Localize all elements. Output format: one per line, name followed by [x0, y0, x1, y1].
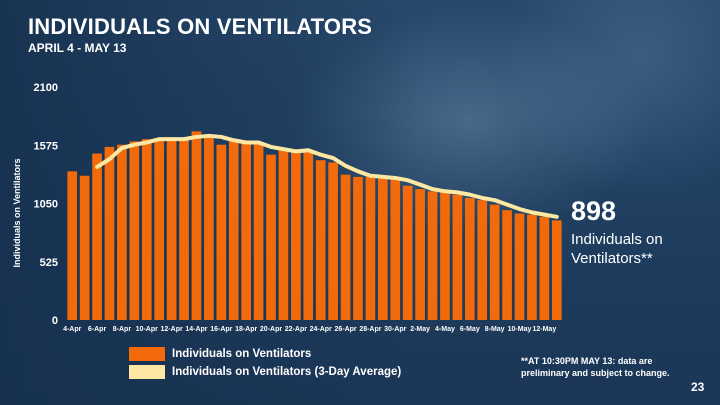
y-axis-label: Individuals on Ventilators [12, 158, 22, 267]
x-tick-label: 14-Apr [185, 326, 207, 333]
bar-24-Apr [315, 160, 326, 320]
y-tick-label: 1575 [34, 140, 58, 152]
x-tick-label: 24-Apr [310, 326, 332, 333]
bar-5-May [452, 194, 463, 320]
x-tick-label: 8-May [485, 326, 505, 333]
bar-26-Apr [340, 174, 351, 320]
bar-series [67, 131, 562, 320]
bar-12-May [539, 216, 550, 320]
legend-bar-label: Individuals on Ventilators [172, 348, 312, 360]
footnote: **AT 10:30PM MAY 13: data are preliminar… [521, 356, 670, 378]
x-tick-label: 4-Apr [63, 326, 82, 333]
bar-19-Apr [253, 143, 264, 320]
bar-10-May [514, 213, 525, 320]
x-tick-label: 28-Apr [359, 326, 381, 333]
x-tick-label: 2-May [410, 326, 430, 333]
bar-11-May [527, 214, 537, 320]
bar-16-Apr [216, 144, 227, 320]
bar-8-May [489, 204, 500, 320]
x-tick-label: 4-May [435, 326, 455, 333]
bar-12-Apr [166, 140, 177, 320]
x-tick-label: 30-Apr [384, 326, 406, 333]
bar-9-May [502, 210, 512, 320]
page-number: 23 [691, 380, 705, 394]
bar-6-May [464, 197, 475, 320]
bar-27-Apr [353, 176, 363, 320]
x-tick-label: 12-Apr [161, 326, 183, 333]
bar-2-May [415, 189, 425, 320]
x-tick-label: 20-Apr [260, 326, 282, 333]
x-tick-label: 18-Apr [235, 326, 257, 333]
legend-bar-swatch [129, 347, 165, 361]
x-tick-label: 26-Apr [334, 326, 356, 333]
x-tick-label: 6-May [460, 326, 480, 333]
y-tick-label: 2100 [34, 82, 58, 94]
bar-8-Apr [117, 144, 127, 320]
y-tick-label: 1050 [34, 199, 58, 211]
bar-10-Apr [141, 139, 152, 320]
legend-line-label: Individuals on Ventilators (3-Day Averag… [172, 366, 402, 378]
x-tick-label: 12-May [532, 326, 556, 333]
bar-13-May [551, 220, 562, 320]
legend-item-bars: Individuals on Ventilators [129, 346, 311, 362]
current-value: 898 [571, 196, 617, 226]
bar-3-May [427, 191, 438, 320]
legend-item-line: Individuals on Ventilators (3-Day Averag… [129, 364, 401, 380]
x-tick-label: 10-May [508, 326, 532, 333]
bar-15-Apr [204, 135, 214, 320]
bar-4-May [440, 192, 450, 320]
bar-1-May [402, 185, 413, 320]
bar-11-Apr [154, 138, 165, 320]
bar-29-Apr [377, 176, 388, 320]
bar-7-Apr [104, 146, 115, 320]
y-tick-label: 0 [52, 315, 58, 327]
x-tick-label: 6-Apr [88, 326, 107, 333]
bar-28-Apr [365, 176, 376, 320]
legend-line-swatch [129, 365, 165, 379]
x-tick-label: 8-Apr [113, 326, 132, 333]
y-tick-label: 525 [40, 257, 58, 269]
bar-18-Apr [241, 142, 252, 320]
bar-23-Apr [303, 152, 314, 320]
bar-7-May [477, 200, 488, 320]
x-tick-label: 16-Apr [210, 326, 232, 333]
bar-22-Apr [291, 150, 301, 320]
bar-20-Apr [266, 154, 276, 320]
bar-30-Apr [390, 179, 401, 320]
current-value-label: Individuals on Ventilators** [571, 231, 663, 267]
slide-subtitle: APRIL 4 - MAY 13 [28, 41, 127, 55]
average-line-series [95, 133, 559, 219]
x-tick-label: 22-Apr [285, 326, 307, 333]
slide-title: INDIVIDUALS ON VENTILATORS [28, 14, 373, 39]
bar-9-Apr [129, 141, 140, 320]
bar-4-Apr [67, 171, 78, 320]
bar-13-Apr [179, 140, 189, 320]
bar-14-Apr [191, 131, 202, 320]
x-axis-ticks: 4-Apr 6-Apr 8-Apr 10-Apr 12-Apr 14-Apr 16-Apr 1… [63, 326, 556, 333]
bar-21-Apr [278, 149, 289, 320]
bar-17-Apr [228, 141, 239, 320]
x-tick-label: 10-Apr [136, 326, 158, 333]
average-line [95, 133, 559, 219]
bar-25-Apr [328, 162, 338, 320]
bar-5-Apr [79, 175, 90, 320]
bar-6-Apr [92, 153, 102, 320]
y-axis-ticks: 0 525 1050 1575 2100 [34, 82, 58, 327]
